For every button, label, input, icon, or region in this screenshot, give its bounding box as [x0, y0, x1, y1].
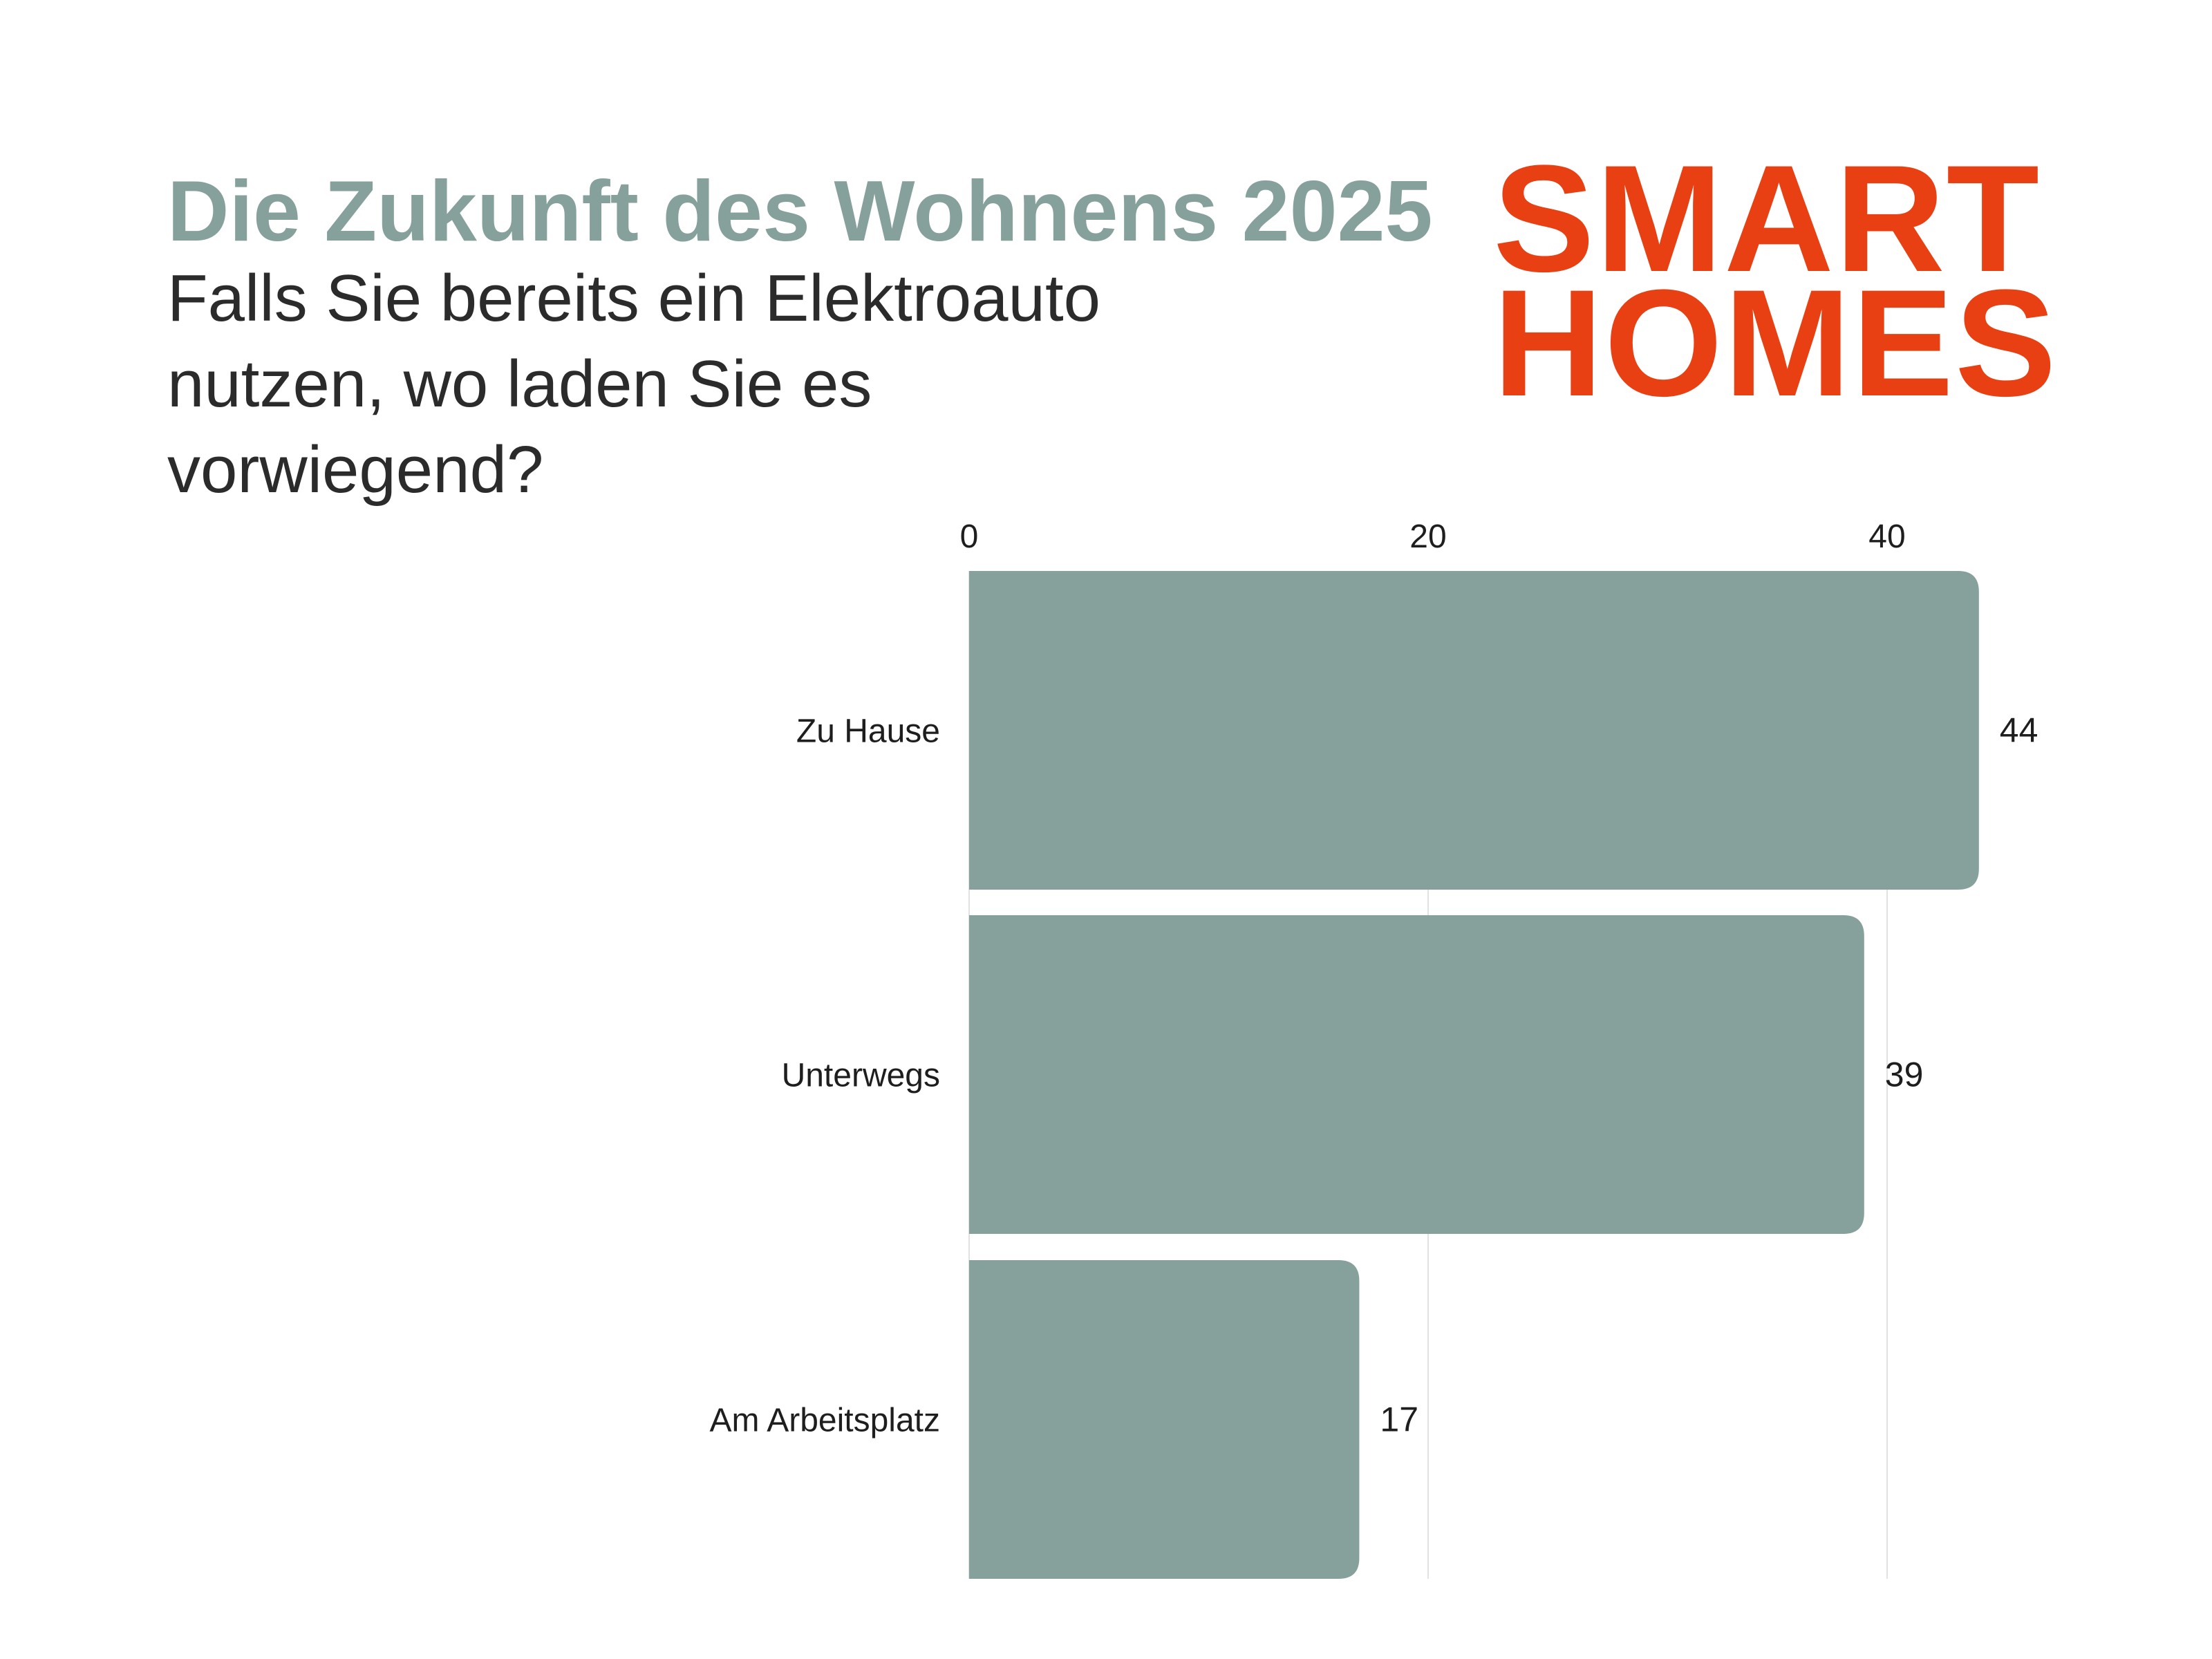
x-tick-label: 20	[1409, 518, 1446, 555]
value-label: 17	[1380, 1400, 1418, 1439]
bar	[969, 915, 1864, 1234]
bar	[969, 1260, 1360, 1579]
category-label: Zu Hause	[796, 713, 940, 750]
category-label: Unterwegs	[782, 1058, 940, 1094]
x-tick-label: 0	[960, 518, 979, 555]
chart-question: Falls Sie bereits ein Elektroauto nutzen…	[167, 261, 1100, 507]
value-label: 39	[1885, 1056, 1924, 1094]
value-label: 44	[2000, 711, 2038, 750]
category-label: Am Arbeitsplatz	[710, 1403, 940, 1439]
bar	[969, 571, 1979, 890]
x-tick-label: 40	[1868, 518, 1905, 555]
logo-line-homes: HOMES	[1493, 258, 2058, 429]
logo-line-smart: SMART	[1493, 133, 2041, 303]
chart-supertitle: Die Zukunft des Wohnens 2025	[167, 164, 1433, 259]
smart-homes-logo: SMART HOMES	[1493, 133, 2058, 429]
